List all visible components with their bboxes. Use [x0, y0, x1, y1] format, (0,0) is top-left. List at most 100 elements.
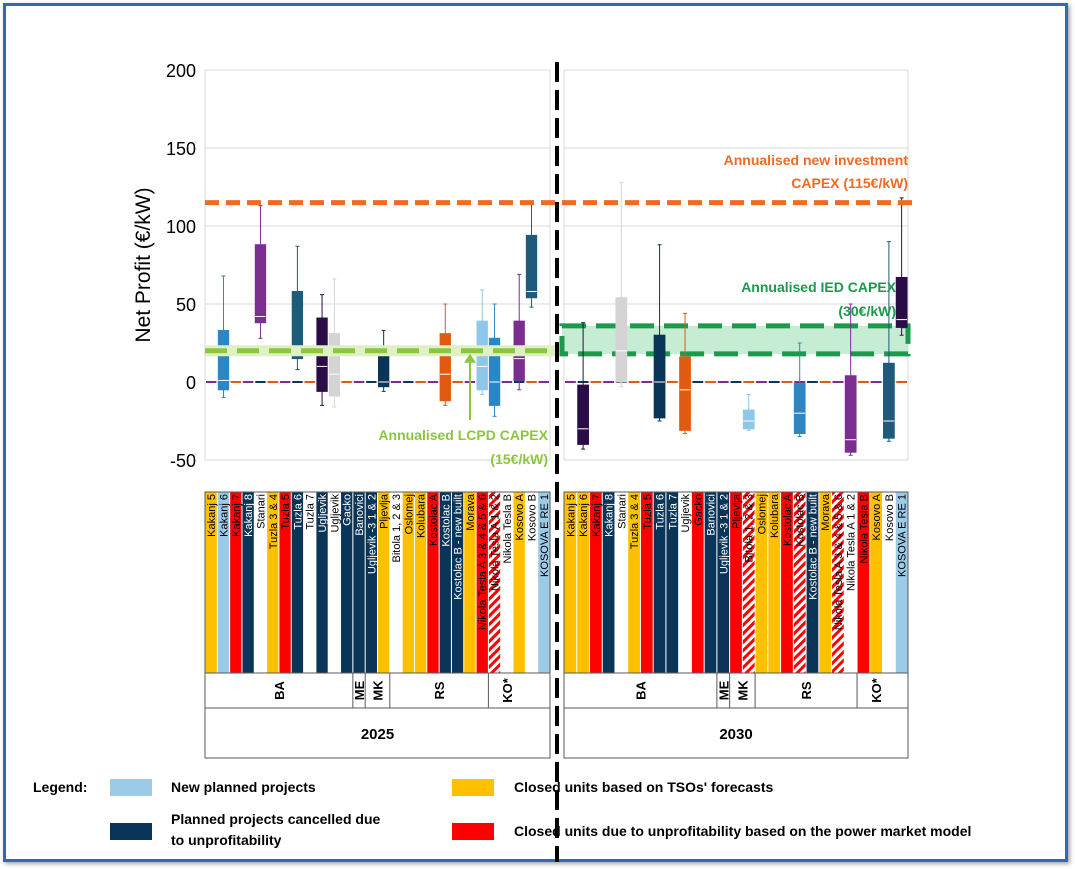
status-bar — [328, 492, 341, 673]
plant-label: Gacko — [342, 494, 354, 526]
plant-label: Tuzla 3 & 4 — [629, 494, 641, 549]
status-bar — [378, 492, 390, 673]
plant-label: Kolubara — [416, 493, 428, 538]
group-label: ME — [352, 680, 367, 700]
box-body — [291, 291, 304, 360]
group-label: MK — [371, 680, 386, 701]
plant-label: Nikola Tesla A 3 & 4 & 5 & 6 — [833, 494, 845, 630]
legend-label-cancelled-line1: Planned projects cancelled due — [171, 811, 381, 827]
box-body — [217, 330, 230, 391]
status-bar — [806, 492, 819, 673]
status-bar — [883, 492, 895, 673]
lcpd-capex-label-line1: Annualised LCPD CAPEX — [378, 427, 548, 443]
status-bar — [755, 492, 768, 673]
plant-label: Oslomej — [403, 494, 415, 534]
legend-label-new-planned: New planned projects — [171, 779, 316, 795]
plant-label: Kakanj 5 — [206, 494, 218, 537]
legend-swatch-new-planned — [110, 779, 152, 796]
y-tick-label: 200 — [166, 61, 196, 81]
status-bar — [267, 492, 279, 673]
box-body — [844, 375, 857, 453]
status-bar — [427, 492, 439, 673]
status-bar — [895, 492, 908, 673]
group-label: BA — [272, 681, 287, 700]
box-body — [653, 334, 666, 419]
plant-label: Kakanj 8 — [243, 494, 255, 537]
legend-label-closed-unprofitable: Closed units due to unprofitability base… — [514, 823, 972, 839]
plant-label: Ugljevik -3 1 & 2 — [366, 494, 378, 574]
status-bar — [279, 492, 291, 673]
lcpd-arrow-head — [464, 353, 476, 363]
group-label: MK — [735, 680, 750, 701]
status-bar — [365, 492, 377, 673]
box-body — [679, 356, 691, 431]
status-bar — [316, 492, 328, 673]
reference-lines: Annualised new investment CAPEX (115€/kW)… — [205, 152, 915, 467]
plant-label: KOSOVA E RE 1 — [897, 494, 909, 577]
plant-label: KOSOVA E RE 1 — [539, 494, 551, 577]
plant-label: Bitola 1, 2 & 3 — [391, 494, 403, 563]
plant-label: Morava — [465, 493, 477, 531]
box-body — [577, 384, 589, 445]
year-label: 2030 — [719, 726, 752, 743]
plant-label: Kakanj 5 — [565, 494, 577, 537]
y-tick-label: 0 — [186, 373, 196, 393]
status-bar — [501, 492, 513, 673]
plant-label: Tuzla 3 & 4 — [268, 494, 280, 549]
plant-label: Kakanj 7 — [591, 494, 603, 537]
plant-label: Kolubara — [769, 493, 781, 538]
status-bar — [217, 492, 230, 673]
status-bar — [742, 492, 755, 673]
box-body — [742, 409, 755, 430]
status-bar — [615, 492, 628, 673]
status-bar — [691, 492, 704, 673]
plant-label: Kakanj 6 — [218, 494, 230, 537]
box-body — [793, 383, 806, 434]
plant-label: Nikola Tesla A 3 & 4 & 5 & 6 — [477, 494, 489, 630]
plant-label: Nikola Tesla A 1 & 2 — [490, 494, 502, 591]
status-bar — [602, 492, 615, 673]
group-label: KO* — [869, 677, 884, 703]
box-body — [328, 333, 341, 397]
status-bar — [439, 492, 451, 673]
y-tick-label: 150 — [166, 139, 196, 159]
group-label: RS — [799, 681, 814, 699]
y-tick-label: -50 — [170, 451, 196, 471]
plant-label: Ugljevik -3 1 & 2 — [718, 494, 730, 574]
box-body — [254, 244, 267, 324]
group-label: KO* — [500, 677, 515, 703]
category-frame-1 — [563, 491, 909, 759]
legend-swatch-cancelled — [110, 823, 152, 840]
status-bar — [628, 492, 640, 673]
status-bar — [254, 492, 267, 673]
ied-capex-label-line2: (30€/kW) — [838, 303, 896, 319]
status-bar — [717, 492, 730, 673]
status-bar — [666, 492, 679, 673]
plant-label: Tuzla 5 — [280, 494, 292, 530]
legend-swatch-closed-tso — [452, 779, 494, 796]
group-label: ME — [716, 680, 731, 700]
plant-label: Kostolac B - new built — [807, 494, 819, 600]
ied-capex-band — [559, 323, 911, 357]
y-axis: 200 150 100 50 0 -50 Net Profit (€/kW) — [132, 61, 196, 471]
plant-label: Ugljevik — [680, 494, 692, 533]
plant-label: Stanari — [255, 494, 267, 529]
status-bar — [679, 492, 691, 673]
group-label: RS — [432, 681, 447, 699]
plant-label: Kostolac B - new built — [453, 494, 465, 600]
status-bar — [488, 492, 501, 673]
plant-label: Tuzla 5 — [642, 494, 654, 530]
status-bar — [793, 492, 806, 673]
status-bar — [819, 492, 832, 673]
status-bar — [653, 492, 666, 673]
y-tick-label: 100 — [166, 217, 196, 237]
status-bar — [476, 492, 488, 673]
box-body — [488, 337, 501, 406]
legend-swatch-closed-unprofitable — [452, 823, 494, 840]
status-bar — [414, 492, 427, 673]
status-bar — [464, 492, 476, 673]
plant-label: Banovici — [354, 494, 366, 536]
legend-title: Legend: — [33, 779, 88, 795]
status-bar — [304, 492, 316, 673]
